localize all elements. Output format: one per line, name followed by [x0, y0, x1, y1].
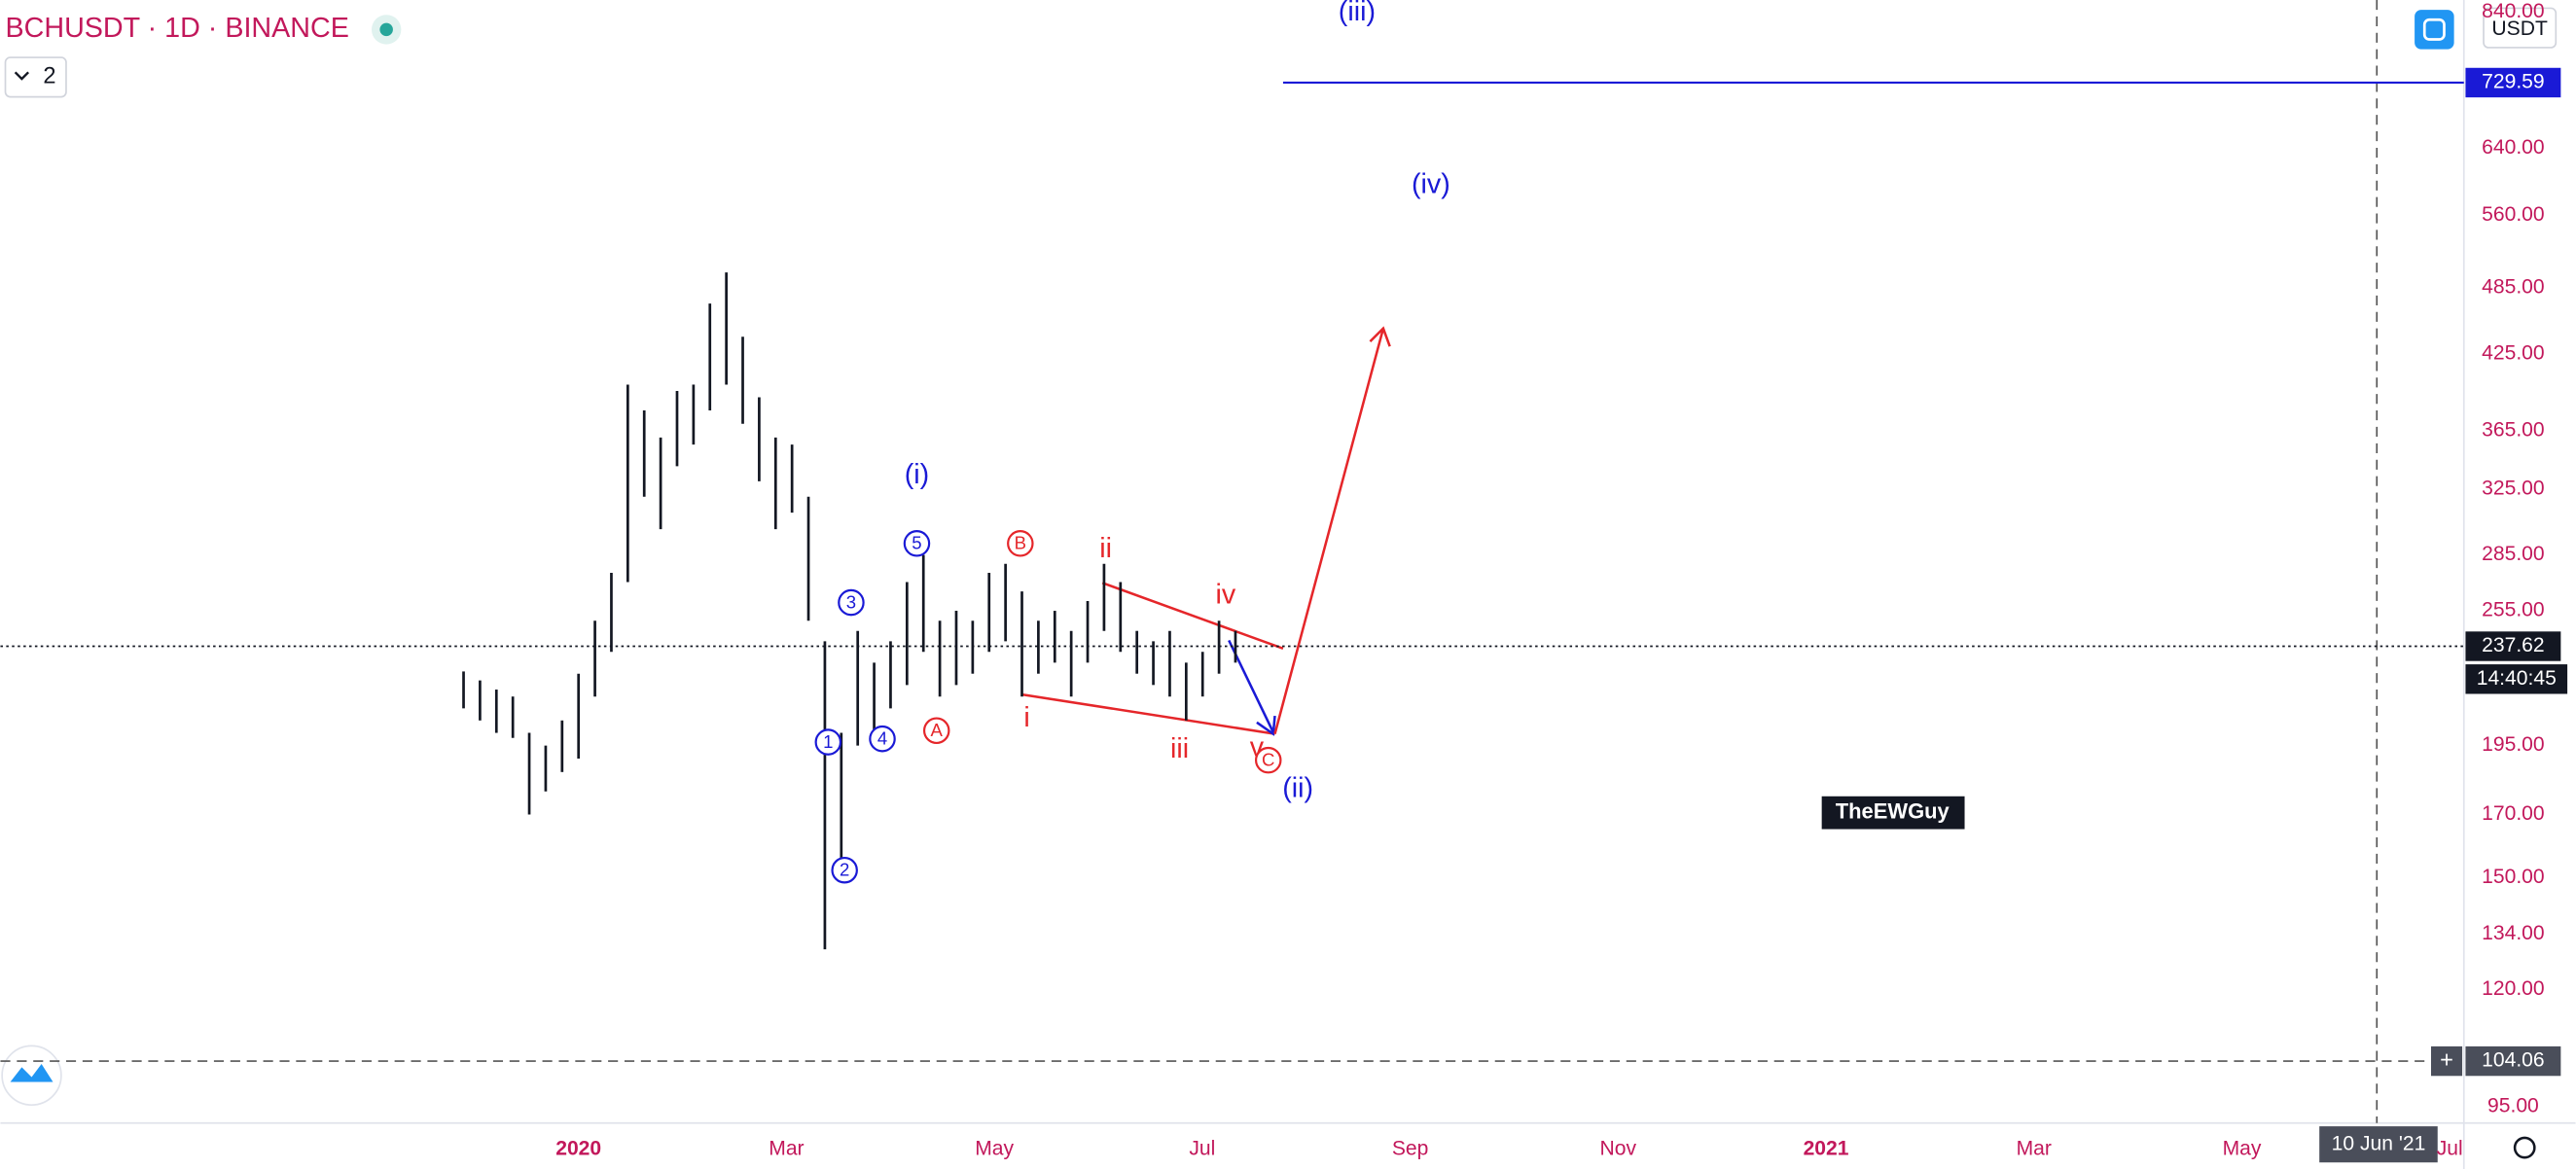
wave-circle — [831, 856, 858, 884]
y-tick-label: 195.00 — [2482, 733, 2545, 756]
indicator-toggle[interactable] — [4, 56, 67, 98]
watermark: TheEWGuy — [1836, 798, 1950, 823]
wave-circle — [903, 530, 931, 557]
wave-label: (ii) — [1282, 773, 1313, 804]
y-tick-label: 485.00 — [2482, 275, 2545, 298]
indicator-count: 2 — [43, 64, 55, 89]
triangle-lower — [1021, 692, 1275, 735]
y-tick-label: 150.00 — [2482, 866, 2545, 888]
y-tick-label: 95.00 — [2487, 1095, 2539, 1117]
wave-label: C — [1262, 749, 1274, 769]
crosshair-date-box — [2319, 1126, 2438, 1163]
crosshair-price-label: 104.06 — [2482, 1049, 2545, 1072]
x-tick-label: Nov — [1600, 1137, 1637, 1159]
y-tick-label: 170.00 — [2482, 802, 2545, 825]
y-tick-label: 255.00 — [2482, 599, 2545, 621]
y-tick-label: 640.00 — [2482, 136, 2545, 159]
y-tick-label: 285.00 — [2482, 543, 2545, 565]
x-tick-label: 2021 — [1804, 1137, 1849, 1159]
wave-circle — [922, 717, 950, 745]
wave-label: 2 — [840, 859, 849, 879]
compare-button[interactable] — [2415, 10, 2454, 50]
crosshair-plus: + — [2440, 1047, 2453, 1073]
crosshair-date: 10 Jun '21 — [2332, 1132, 2426, 1154]
status-dot — [379, 22, 393, 37]
y-tick-label: 325.00 — [2482, 477, 2545, 499]
target-level-label: 729.59 — [2482, 71, 2545, 93]
last-price-label: 237.62 — [2482, 634, 2545, 656]
wave-label: iii — [1170, 733, 1189, 764]
x-tick-label: May — [2223, 1137, 2262, 1159]
wave-label: 4 — [877, 727, 887, 748]
x-tick-label: Mar — [769, 1137, 804, 1159]
y-tick-label: 365.00 — [2482, 418, 2545, 441]
y-tick-label: 120.00 — [2482, 977, 2545, 1000]
wave-label: iv — [1215, 579, 1235, 610]
wave-circle — [814, 728, 842, 756]
currency-label: USDT — [2491, 18, 2548, 40]
wave-label: A — [931, 720, 944, 740]
wave-label: 5 — [912, 533, 921, 553]
chevron-icon — [14, 71, 29, 81]
wave-circle — [838, 588, 865, 617]
x-tick-label: May — [975, 1137, 1014, 1159]
wave-label: B — [1015, 533, 1026, 553]
wave-label: (i) — [905, 459, 929, 490]
triangle-upper — [1101, 582, 1284, 651]
logo-icon — [10, 1063, 54, 1082]
up-arrow — [1273, 328, 1385, 734]
y-tick-label: 425.00 — [2482, 342, 2545, 365]
wave-label: i — [1023, 702, 1029, 733]
countdown-box — [2465, 664, 2568, 694]
crosshair-plus-box — [2430, 1045, 2463, 1077]
y-tick-label: 840.00 — [2482, 0, 2545, 22]
wave-label: (iii) — [1339, 0, 1376, 27]
y-tick-label: 134.00 — [2482, 922, 2545, 944]
symbol-title: BCHUSDT · 1D · BINANCE — [6, 13, 349, 44]
x-tick-label: Mar — [2017, 1137, 2052, 1159]
watermark-box — [1821, 796, 1965, 830]
down-arrow-head — [1256, 715, 1276, 736]
wave-label: (iv) — [1412, 168, 1450, 199]
wave-circle — [1007, 530, 1034, 557]
x-tick-label: Jul — [1189, 1137, 1215, 1159]
currency-button[interactable] — [2483, 7, 2558, 49]
crosshair-price-box — [2465, 1045, 2561, 1077]
up-arrow-head — [1369, 326, 1391, 347]
wave-circle — [1254, 746, 1282, 774]
compare-icon — [2422, 18, 2446, 41]
last-price-box — [2465, 631, 2561, 661]
logo-badge[interactable] — [1, 1045, 62, 1107]
countdown-label: 14:40:45 — [2477, 667, 2557, 690]
settings-icon[interactable] — [2513, 1136, 2536, 1159]
wave-label: 3 — [846, 591, 856, 612]
target-level-box — [2465, 67, 2561, 98]
wave-circle — [869, 725, 896, 753]
wave-label: ii — [1099, 533, 1112, 564]
wave-label: 1 — [823, 731, 833, 752]
x-tick-label: Sep — [1392, 1137, 1429, 1159]
y-tick-label: 560.00 — [2482, 203, 2545, 226]
x-tick-label: 2020 — [555, 1137, 601, 1159]
x-tick-label: Jul — [2437, 1137, 2463, 1159]
